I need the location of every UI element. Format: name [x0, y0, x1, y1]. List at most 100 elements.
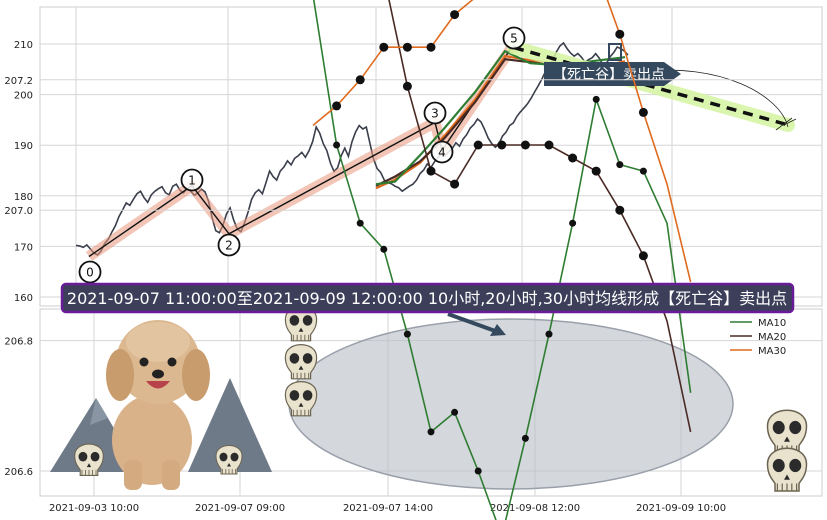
puppy-leg-right: [162, 460, 180, 490]
summary-banner-text: 2021-09-07 11:00:00至2021-09-09 12:00:00 …: [67, 289, 787, 308]
skull-upper-left-2: [284, 344, 318, 380]
forecast-dashed-line: [513, 45, 789, 127]
ma20-marker: [591, 166, 601, 176]
top-y-tick-label: 210: [14, 40, 33, 51]
skull-right-1-nose: [784, 436, 790, 442]
ma30-marker: [355, 75, 365, 85]
puppy-eye-left: [139, 357, 149, 367]
legend-label-ma30: MA30: [758, 346, 786, 357]
ma30-marker: [402, 42, 412, 52]
legend-label-ma20: MA20: [758, 332, 786, 343]
puppy-illustration: [106, 320, 210, 490]
skull-right-1-eye-right: [789, 420, 802, 435]
ma30-marker: [332, 101, 342, 111]
skull-bottom-mid-nose: [227, 463, 231, 467]
bottom-y-tick-label: 207.2: [4, 76, 33, 87]
mountain-right: [188, 378, 272, 472]
zigzag-point-5-circle: [502, 26, 526, 50]
zigzag-point-1-label: 1: [188, 174, 196, 188]
zigzag-line: [88, 43, 515, 258]
skull-upper-left-2-nose: [298, 365, 304, 370]
zigzag-point-4-circle: [430, 140, 454, 164]
skull-bottom-left: [74, 443, 104, 476]
skull-upper-left-3-head: [284, 381, 318, 417]
ma10-marker: [333, 141, 341, 149]
ma20-marker: [497, 140, 507, 150]
skull-upper-left-3-eye-left: [289, 390, 300, 401]
puppy-fluff: [126, 322, 190, 362]
top-y-tick-label: 170: [14, 242, 33, 253]
price-line: [75, 41, 629, 257]
banner-arrow-head: [490, 324, 506, 336]
ma30-marker: [638, 107, 648, 117]
skull-right-2-nose: [784, 474, 790, 480]
banner-arrow-shaft: [447, 312, 499, 334]
top-plot-area: [39, 6, 823, 307]
ma30-marker: [426, 42, 436, 52]
ma10-marker: [380, 245, 388, 253]
x-tick-label: 2021-09-09 10:00: [636, 503, 726, 514]
skull-bottom-mid-eye-left: [219, 452, 228, 462]
zigzag-point-0-label: 0: [86, 266, 94, 280]
bottom-y-tick-label: 206.8: [4, 337, 33, 348]
zigzag-point-1-circle: [180, 168, 204, 192]
ma10-marker: [403, 330, 411, 338]
skull-bottom-left-nose: [86, 463, 92, 468]
ma10-marker: [427, 428, 435, 436]
puppy-nose: [152, 369, 164, 379]
skull-upper-left-3: [284, 381, 318, 417]
skull-right-2-eye-right: [789, 458, 802, 473]
skull-bottom-mid-head: [215, 445, 243, 475]
skull-right-2-eye-left: [772, 458, 785, 473]
skull-upper-left-1-nose: [298, 327, 304, 332]
puppy-mouth: [146, 381, 170, 389]
x-tick-label: 2021-09-07 09:00: [195, 503, 285, 514]
skull-bottom-left-eye-left: [78, 451, 88, 462]
zigzag-point-3-label: 3: [431, 107, 439, 121]
ma10-marker: [639, 167, 647, 175]
ma10-marker: [521, 434, 529, 442]
puppy-leg-left: [124, 460, 142, 490]
bottom-y-tick-label: 207.0: [4, 206, 33, 217]
x-tick-label: 2021-09-07 14:00: [343, 503, 433, 514]
crossover-zone-ellipse: [288, 318, 734, 490]
skull-right-1-eye-left: [772, 420, 785, 435]
top-y-tick-label: 200: [14, 91, 33, 102]
ma10-marker: [592, 95, 600, 103]
bottom-y-tick-label: 206.6: [4, 467, 33, 478]
ma20-marker: [615, 205, 625, 215]
ma30-marker: [379, 42, 389, 52]
zigzag-point-4-label: 4: [438, 146, 446, 160]
skull-bottom-mid: [215, 445, 243, 475]
skull-right-1: [766, 409, 808, 454]
skull-bottom-left-eye-right: [90, 451, 100, 462]
top-y-tick-label: 180: [14, 192, 33, 203]
ma10-marker: [451, 408, 459, 416]
x-tick-label: 2021-09-03 10:00: [49, 503, 139, 514]
signal-box-marker: [608, 43, 622, 61]
ma20-marker: [638, 251, 648, 261]
skull-upper-left-2-eye-left: [289, 353, 300, 364]
skull-upper-left-2-head: [284, 344, 318, 380]
zigzag-point-0-circle: [78, 260, 102, 284]
ma20-marker: [473, 140, 483, 150]
top-y-tick-label: 190: [14, 141, 33, 152]
ma30-line: [312, 0, 692, 283]
sell-point-flag-label: 【死亡谷】卖出点: [553, 67, 665, 83]
x-tick-label: 2021-09-08 12:00: [490, 503, 580, 514]
ma20-marker: [520, 140, 530, 150]
skull-upper-left-1-eye-right: [302, 315, 313, 326]
legend-label-ma10: MA10: [758, 318, 786, 329]
puppy-ear-left: [106, 349, 134, 401]
top-y-tick-label: 160: [14, 293, 33, 304]
ma30-marker: [450, 10, 460, 20]
mountain-left-highlight: [90, 398, 108, 425]
zigzag-point-3-circle: [423, 101, 447, 125]
ma20-marker: [450, 179, 460, 189]
skull-upper-left-1-eye-left: [289, 315, 300, 326]
ma10-marker: [356, 219, 364, 227]
puppy-ear-right: [182, 349, 210, 401]
summary-banner: [60, 282, 795, 314]
ma10-marker: [569, 219, 577, 227]
ma30-marker: [615, 29, 625, 39]
